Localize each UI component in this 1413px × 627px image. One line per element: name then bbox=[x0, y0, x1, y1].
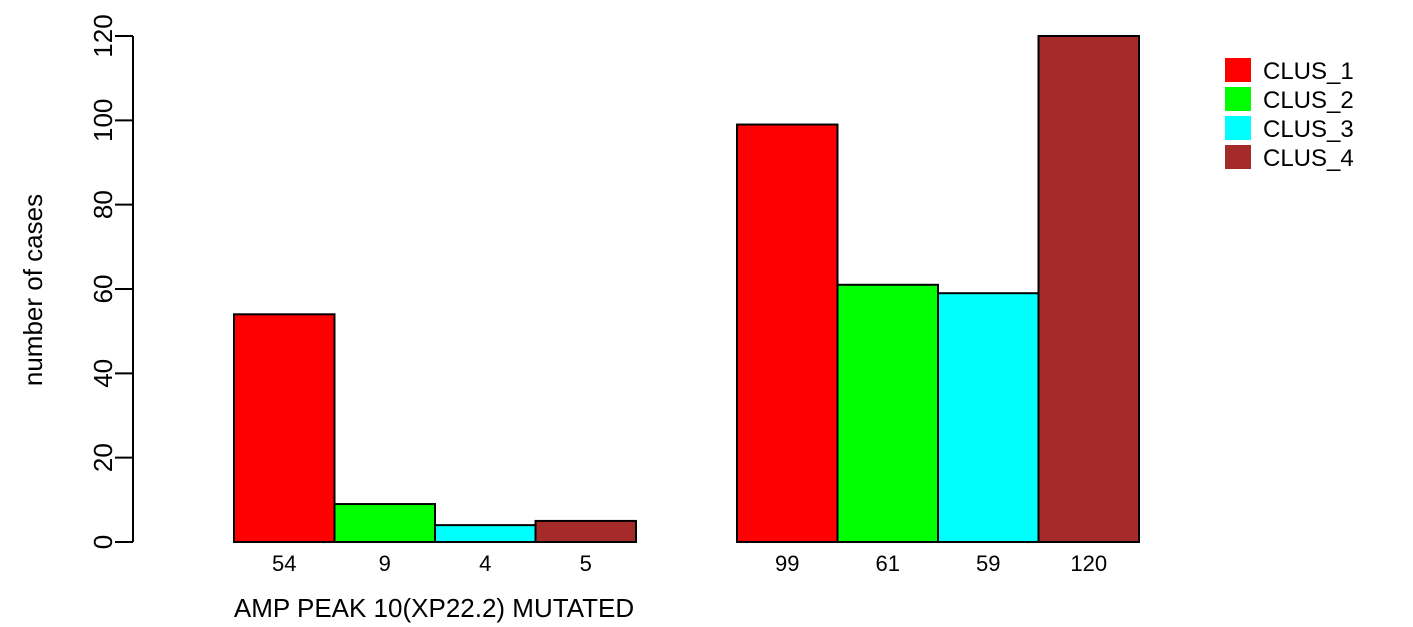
legend-label: CLUS_4 bbox=[1263, 145, 1354, 172]
legend-label: CLUS_2 bbox=[1263, 87, 1354, 114]
y-tick-label: 60 bbox=[88, 275, 118, 304]
bars bbox=[233, 35, 1140, 544]
bar-value-label: 4 bbox=[479, 551, 491, 576]
y-tick-label: 120 bbox=[88, 14, 118, 57]
bar-clus-4 bbox=[534, 519, 637, 544]
bar-clus-3 bbox=[937, 292, 1040, 544]
legend-label: CLUS_1 bbox=[1263, 58, 1354, 85]
y-axis: 0 20 40 60 80 100 120 bbox=[88, 14, 134, 549]
bar-value-label: 61 bbox=[876, 551, 900, 576]
y-tick-label: 40 bbox=[88, 359, 118, 388]
bar-clus-4 bbox=[1037, 35, 1140, 543]
bar-value-label: 99 bbox=[775, 551, 799, 576]
bar-value-label: 54 bbox=[272, 551, 296, 576]
y-axis-label: number of cases bbox=[18, 194, 48, 386]
bar-value-label: 120 bbox=[1070, 551, 1107, 576]
x-axis-label: AMP PEAK 10(XP22.2) MUTATED bbox=[234, 593, 634, 623]
legend-swatch bbox=[1225, 87, 1251, 111]
bar-value-label: 5 bbox=[580, 551, 592, 576]
bar-clus-2 bbox=[836, 283, 939, 543]
bar-clus-1 bbox=[233, 313, 336, 543]
y-tick-label: 20 bbox=[88, 443, 118, 472]
bar-value-label: 59 bbox=[976, 551, 1000, 576]
y-tick-label: 0 bbox=[88, 535, 118, 549]
bar-clus-2 bbox=[333, 503, 436, 543]
bar-value-label: 9 bbox=[379, 551, 391, 576]
legend-swatch bbox=[1225, 145, 1251, 169]
bar-clus-3 bbox=[434, 524, 537, 544]
legend-swatch bbox=[1225, 116, 1251, 140]
legend-label: CLUS_3 bbox=[1263, 116, 1354, 143]
bar-clus-1 bbox=[736, 123, 839, 544]
bar-value-labels: 54 9 4 5 99 61 59 120 bbox=[272, 551, 1107, 576]
legend-swatch bbox=[1225, 58, 1251, 82]
y-tick-label: 100 bbox=[88, 99, 118, 142]
y-tick-label: 80 bbox=[88, 190, 118, 219]
